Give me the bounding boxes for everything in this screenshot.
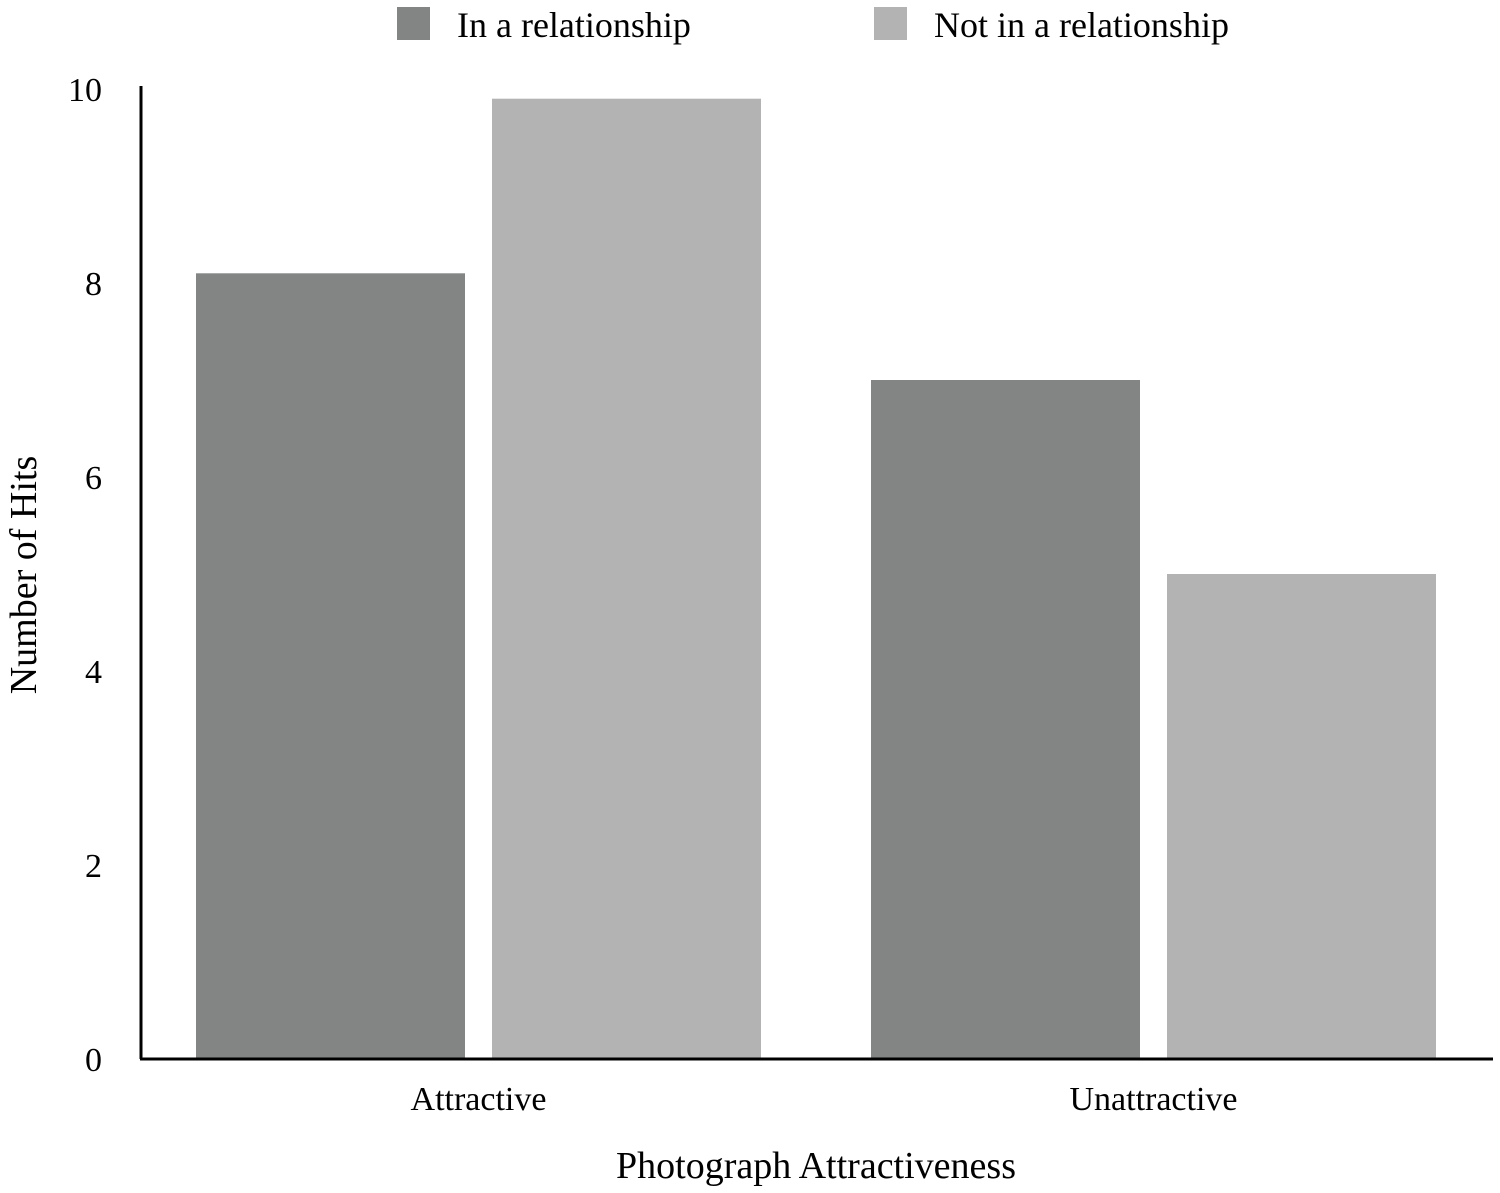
bars	[196, 98, 1436, 1059]
legend: In a relationship Not in a relationship	[397, 5, 1229, 45]
y-tick-label: 8	[85, 266, 102, 303]
bar-attractive-series-1	[196, 273, 465, 1059]
x-axis-title: Photograph Attractiveness	[616, 1145, 1016, 1187]
axes	[139, 86, 1493, 1061]
legend-swatch	[874, 7, 907, 40]
legend-swatch	[397, 7, 430, 40]
y-tick-label: 10	[68, 72, 102, 109]
legend-item: In a relationship	[397, 5, 691, 45]
y-axis-title: Number of Hits	[3, 456, 45, 695]
legend-label: Not in a relationship	[934, 5, 1229, 45]
legend-item: Not in a relationship	[874, 5, 1229, 45]
y-tick-labels: 0 2 4 6 8 10	[68, 72, 102, 1079]
x-category-label: Attractive	[411, 1081, 547, 1118]
bar-unattractive-series-1	[871, 380, 1140, 1059]
x-category-label: Unattractive	[1069, 1081, 1237, 1118]
y-tick-label: 4	[85, 654, 102, 691]
legend-label: In a relationship	[457, 5, 691, 45]
y-tick-label: 0	[85, 1042, 102, 1079]
bar-attractive-series-2	[492, 98, 761, 1059]
x-category-labels: Attractive Unattractive	[411, 1081, 1238, 1118]
bar-unattractive-series-2	[1167, 574, 1436, 1059]
y-tick-label: 2	[85, 848, 102, 885]
y-tick-label: 6	[85, 460, 102, 497]
